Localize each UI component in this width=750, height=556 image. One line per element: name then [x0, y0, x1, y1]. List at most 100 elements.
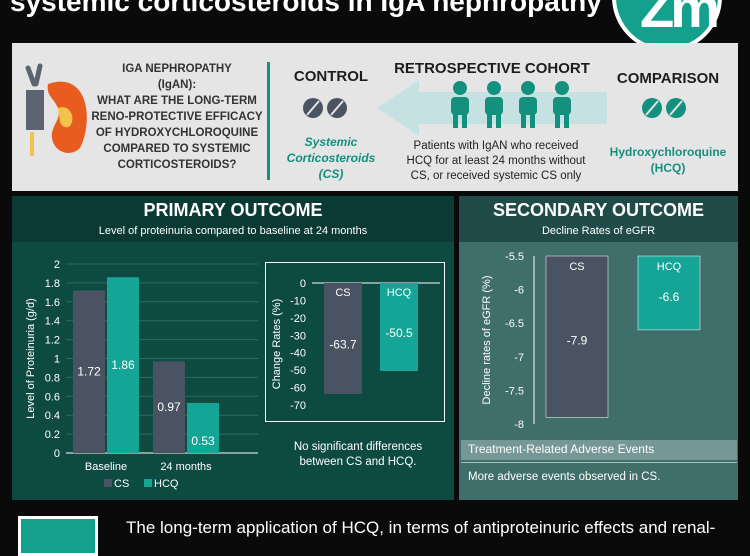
conclusion-text: The long-term application of HCQ, in ter… — [126, 518, 716, 537]
cohort-description: Patients with IgAN who received HCQ for … — [388, 139, 604, 184]
category-label: CS — [569, 261, 584, 273]
control-line: (CS) — [318, 167, 344, 181]
x-tick-label: 24 months — [160, 461, 212, 473]
x-tick-label: Baseline — [85, 461, 127, 473]
control-name: Systemic Corticosteroids (CS) — [276, 134, 386, 182]
pills-icon — [303, 98, 347, 118]
y-tick-label: -20 — [290, 313, 306, 325]
divider — [267, 62, 270, 180]
note-line: No significant differences — [293, 441, 423, 453]
data-label: -50.5 — [385, 326, 413, 340]
change-rate-frame — [265, 262, 445, 422]
bar-cs — [545, 255, 609, 418]
control-line: Corticosteroids — [286, 151, 376, 165]
cohort-line: CS, or received systemic CS only — [410, 170, 582, 182]
y-tick-label: -10 — [290, 295, 306, 307]
legend-swatch-cs — [104, 479, 112, 487]
y-tick-label: 0.8 — [45, 372, 60, 384]
data-label: -6.6 — [659, 290, 680, 304]
data-label: 0.53 — [191, 434, 215, 448]
data-label: 1.72 — [77, 365, 101, 379]
y-tick-label: -5.5 — [505, 251, 524, 263]
logo-text: Zm — [640, 0, 720, 39]
data-label: 0.97 — [157, 400, 181, 414]
y-tick-label: -60 — [290, 383, 306, 395]
category-label: CS — [335, 287, 350, 299]
question-line: (IgAN): — [157, 79, 197, 91]
bar-cs — [73, 290, 105, 453]
study-overview-panel — [12, 43, 738, 191]
primary-outcome-title: PRIMARY OUTCOME — [143, 200, 323, 220]
divider — [461, 462, 737, 463]
comparison-line: Hydroxychloroquine — [609, 145, 727, 159]
primary-outcome-subtitle: Level of proteinuria compared to baselin… — [98, 225, 368, 237]
y-tick-label: 1.4 — [45, 316, 60, 328]
pills-icon — [642, 98, 686, 118]
header-title: systemic corticosteroids in IgA nephropa… — [10, 0, 602, 17]
y-tick-label: -70 — [290, 400, 306, 412]
y-tick-label: 1.6 — [45, 297, 60, 309]
y-tick-label: -7.5 — [505, 385, 524, 397]
cohort-heading: RETROSPECTIVE COHORT — [394, 60, 590, 77]
y-tick-label: 2 — [54, 259, 60, 271]
research-question: IGA NEPHROPATHY (IgAN): WHAT ARE THE LON… — [82, 61, 272, 173]
y-tick-label: -7 — [514, 352, 524, 364]
y-tick-label: 0.6 — [45, 391, 60, 403]
adverse-events-title: Treatment-Related Adverse Events — [468, 442, 655, 456]
legend-label-cs: CS — [114, 478, 129, 490]
no-difference-note: No significant differences between CS an… — [268, 440, 448, 470]
comparison-heading: COMPARISON — [616, 70, 720, 87]
y-tick-label: -6 — [514, 285, 524, 297]
control-line: Systemic — [304, 135, 358, 149]
egfr-decline-chart: -5.5 -6 -6.5 -7 -7.5 -8 CS -7.9 HCQ -6.6 Decline r… — [481, 251, 701, 431]
comparison-line: (HCQ) — [650, 161, 686, 175]
question-line: WHAT ARE THE LONG-TERM — [97, 95, 257, 107]
y-tick-label: 0 — [300, 278, 306, 290]
change-rate-chart: 0 -10 -20 -30 -40 -50 -60 -70 CS -63.7 HCQ -50.5 Cha… — [271, 278, 440, 412]
y-tick-label: -50 — [290, 365, 306, 377]
secondary-outcome-subtitle: Decline Rates of eGFR — [541, 225, 656, 237]
note-line: between CS and HCQ. — [299, 456, 417, 468]
bar-hcq — [637, 255, 701, 331]
control-heading: CONTROL — [293, 68, 369, 85]
data-label: -7.9 — [567, 334, 588, 348]
y-tick-label: -30 — [290, 330, 306, 342]
y-tick-label: 0.4 — [45, 410, 60, 422]
y-tick-label: 1 — [54, 354, 60, 366]
category-label: HCQ — [657, 261, 682, 273]
y-tick-label: -8 — [514, 419, 524, 431]
question-line: RENO-PROTECTIVE EFFICACY — [91, 111, 263, 123]
secondary-outcome-title: SECONDARY OUTCOME — [492, 200, 705, 220]
people-icon — [451, 81, 571, 128]
data-label: -63.7 — [329, 338, 357, 352]
y-axis-label: Change Rates (%) — [271, 299, 283, 390]
data-label: 1.86 — [111, 358, 135, 372]
legend-swatch-hcq — [144, 479, 152, 487]
bar-hcq — [187, 402, 219, 453]
y-tick-label: 1.2 — [45, 335, 60, 347]
y-axis-label: Level of Proteinuria (g/d) — [25, 298, 37, 418]
category-label: HCQ — [387, 287, 412, 299]
bar-cs — [324, 283, 362, 395]
cohort-line: HCQ for at least 24 months without — [406, 155, 586, 167]
question-line: IGA NEPHROPATHY — [122, 63, 232, 75]
kidney-icon — [25, 63, 87, 156]
adverse-events-bar — [461, 440, 737, 460]
y-tick-label: 0 — [54, 448, 60, 460]
cohort-line: Patients with IgAN who received — [413, 140, 579, 152]
adverse-events-description: More adverse events observed in CS. — [468, 471, 661, 483]
secondary-outcome-header — [459, 196, 738, 242]
y-axis-label: Decline rates of eGFR (%) — [481, 276, 493, 405]
legend-label-hcq: HCQ — [154, 478, 179, 490]
footer-icon-box — [18, 516, 98, 556]
y-tick-label: -6.5 — [505, 318, 524, 330]
question-line: CORTICOSTEROIDS? — [117, 159, 237, 171]
bar-hcq — [380, 283, 418, 372]
bar-hcq — [107, 277, 139, 453]
bar-cs — [153, 361, 185, 453]
primary-outcome-header — [12, 196, 454, 242]
comparison-name: Hydroxychloroquine (HCQ) — [604, 144, 732, 176]
y-tick-label: -40 — [290, 348, 306, 360]
question-line: COMPARED TO SYSTEMIC — [103, 143, 251, 155]
question-line: OF HYDROXYCHLOROQUINE — [95, 127, 259, 139]
